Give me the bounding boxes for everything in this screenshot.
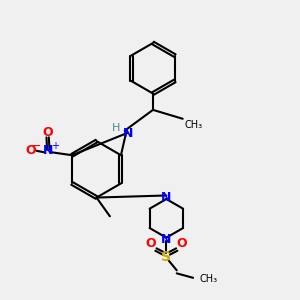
- Text: CH₃: CH₃: [200, 274, 218, 284]
- Text: N: N: [161, 233, 172, 246]
- Text: N: N: [43, 144, 53, 157]
- Text: O: O: [25, 144, 36, 157]
- Text: N: N: [161, 191, 172, 204]
- Text: CH₃: CH₃: [184, 120, 202, 130]
- Text: O: O: [42, 125, 53, 139]
- Text: +: +: [51, 141, 59, 151]
- Text: H: H: [112, 123, 120, 133]
- Text: −: −: [30, 140, 41, 153]
- Text: O: O: [177, 236, 188, 250]
- Text: S: S: [161, 250, 171, 264]
- Text: O: O: [145, 236, 156, 250]
- Text: N: N: [122, 127, 133, 140]
